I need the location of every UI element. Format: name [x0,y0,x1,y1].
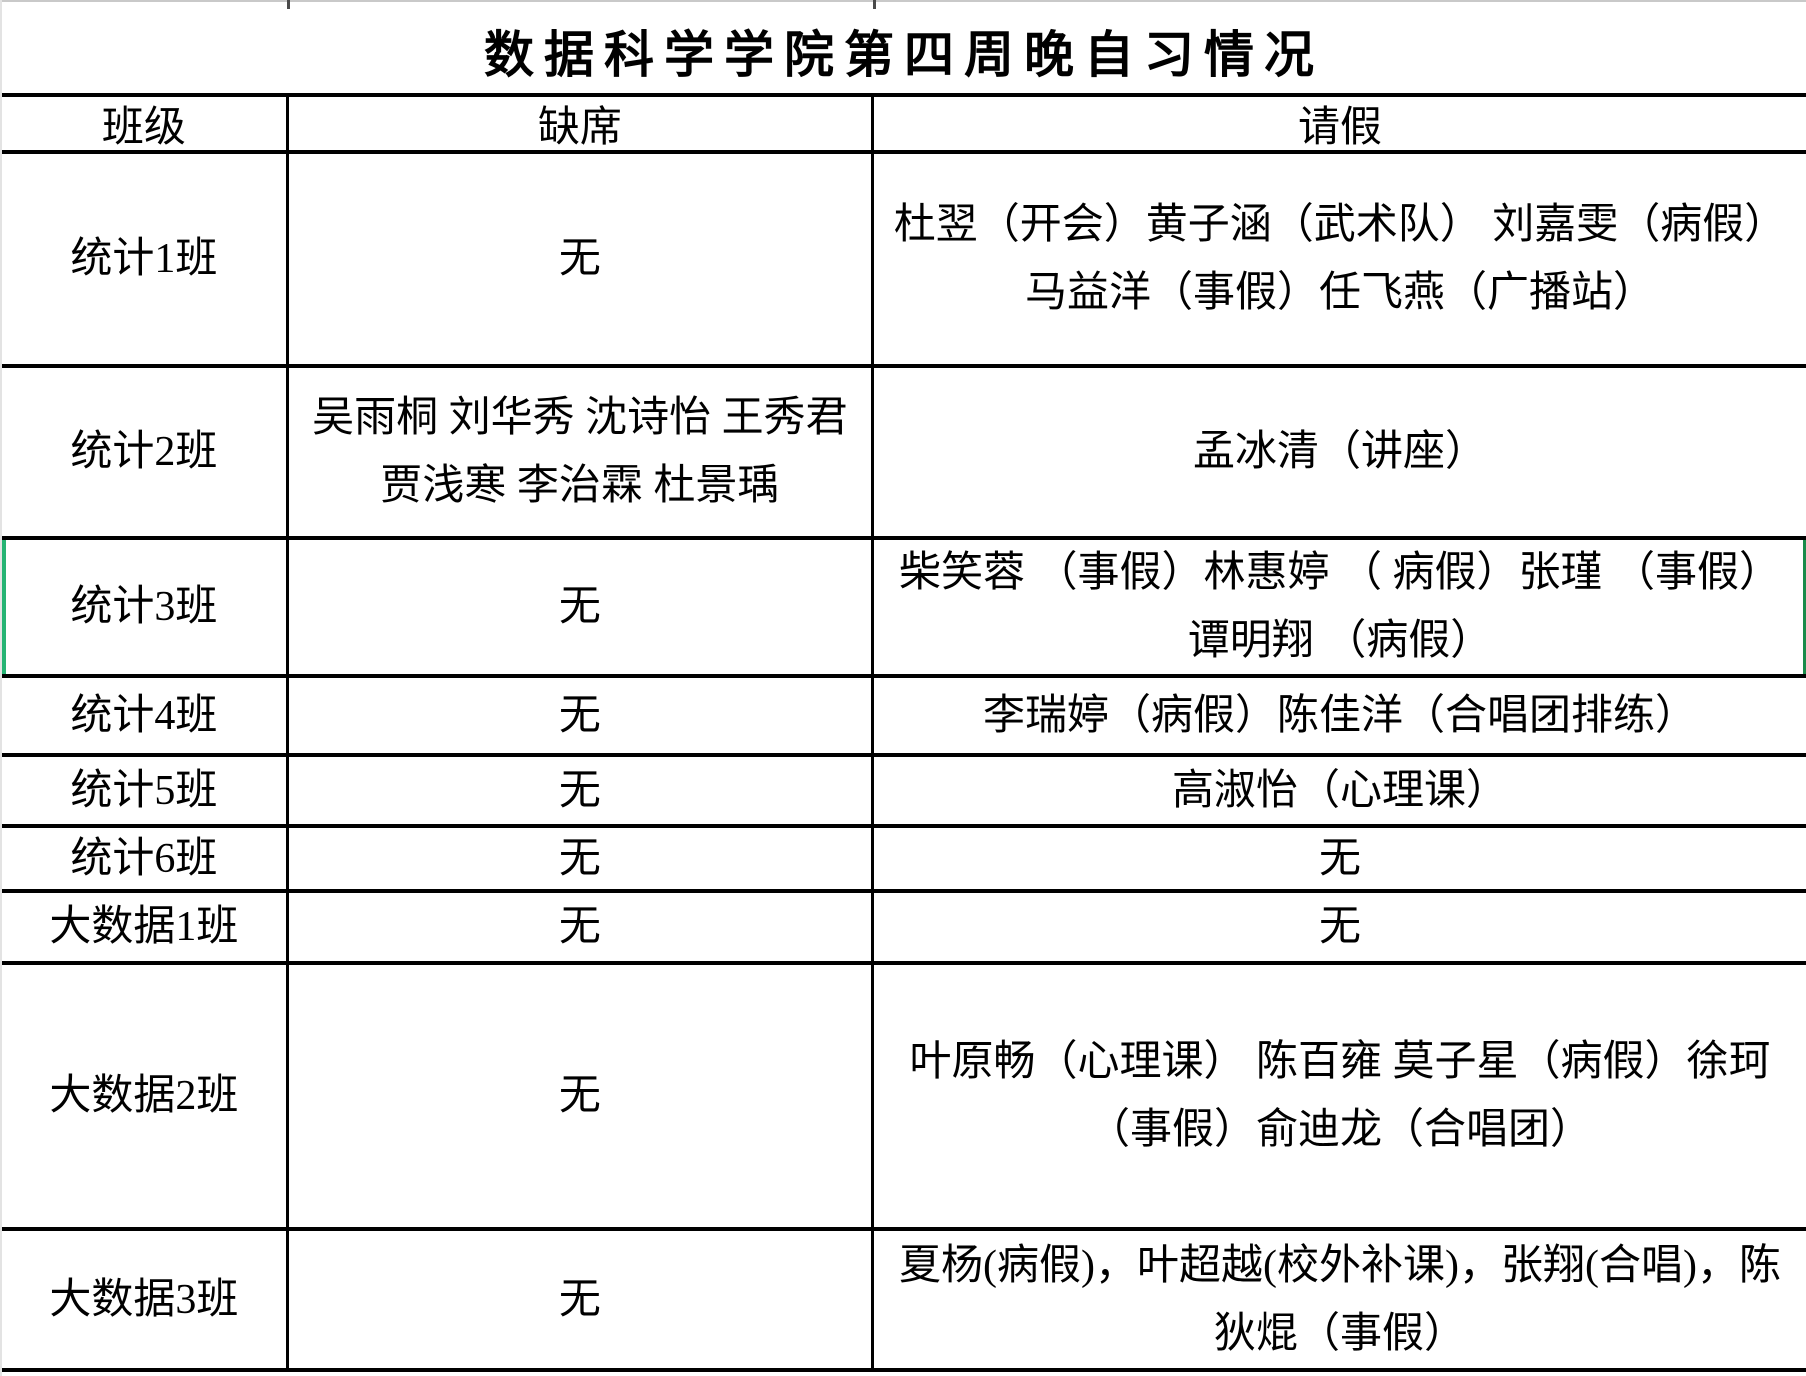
table-row: 统计6班无无 [2,828,1806,893]
header-leave[interactable]: 请假 [1298,105,1383,151]
table-row: 统计1班无杜翌（开会）黄子涵（武术队） 刘嘉雯（病假） 马益洋（事假）任飞燕（广… [2,154,1806,368]
table-row: 统计5班无 高淑怡（心理课） [2,757,1806,828]
cell-absent[interactable]: 无 [289,828,875,889]
cell-absent[interactable]: 无 [289,678,875,753]
cell-absent[interactable]: 无 [289,893,875,961]
cell-class[interactable]: 统计3班 [2,540,289,674]
cell-leave[interactable]: 杜翌（开会）黄子涵（武术队） 刘嘉雯（病假） 马益洋（事假）任飞燕（广播站） [893,202,1787,316]
gridline-tick [873,0,876,9]
cell-class[interactable]: 大数据2班 [2,965,289,1227]
table-row: 大数据1班无无 [2,893,1806,965]
cell-leave[interactable]: 叶原畅（心理课） 陈百雍 莫子星（病假）徐珂（事假）俞迪龙（合唱团） [909,1039,1771,1153]
cell-leave[interactable]: 夏杨(病假)，叶超越(校外补课)，张翔(合唱)，陈狄焜（事假） [899,1242,1781,1357]
cell-class[interactable]: 统计5班 [2,757,289,824]
cell-absent[interactable]: 无 [289,965,875,1227]
cell-leave[interactable]: 李瑞婷（病假）陈佳洋（合唱团排练） [983,692,1698,739]
cell-absent[interactable]: 无 [289,154,875,364]
gridline-tick [287,0,290,9]
cell-class[interactable]: 大数据3班 [2,1231,289,1368]
table-header-row: 班级 缺席 请假 [2,97,1806,154]
table-row: 统计3班无柴笑蓉 （事假）林惠婷 （ 病假）张瑾 （事假）谭明翔 （病假） [2,540,1806,678]
header-absent[interactable]: 缺席 [289,97,875,151]
cell-absent[interactable]: 吴雨桐 刘华秀 沈诗怡 王秀君 贾浅寒 李治霖 杜景瑀 [289,368,875,536]
cell-class[interactable]: 统计4班 [2,678,289,753]
clipped-row-above [2,0,1806,9]
table-body: 统计1班无杜翌（开会）黄子涵（武术队） 刘嘉雯（病假） 马益洋（事假）任飞燕（广… [2,154,1806,1372]
cell-class[interactable]: 统计1班 [2,154,289,364]
cell-leave[interactable]: 柴笑蓉 （事假）林惠婷 （ 病假）张瑾 （事假）谭明翔 （病假） [899,550,1782,664]
selection-indicator-left [2,540,6,674]
table-row: 大数据3班无夏杨(病假)，叶超越(校外补课)，张翔(合唱)，陈狄焜（事假） [2,1231,1806,1372]
cell-absent[interactable]: 无 [289,540,875,674]
table-row: 统计2班 吴雨桐 刘华秀 沈诗怡 王秀君 贾浅寒 李治霖 杜景瑀 孟冰清（讲座） [2,368,1806,540]
cell-class[interactable]: 统计2班 [2,368,289,536]
cell-class[interactable]: 大数据1班 [2,893,289,961]
selection-indicator-right [1803,540,1806,674]
cell-leave[interactable]: 无 [1319,904,1362,950]
header-class[interactable]: 班级 [2,97,289,151]
cell-leave[interactable]: 高淑怡（心理课） [1172,767,1509,814]
cell-absent[interactable]: 无 [289,1231,875,1368]
cell-leave[interactable]: 无 [1319,835,1362,882]
cell-leave[interactable]: 孟冰清（讲座） [1193,429,1488,475]
table-title-row: 数据科学学院第四周晚自习情况 [2,9,1806,97]
table-row: 统计4班无 李瑞婷（病假）陈佳洋（合唱团排练） [2,678,1806,757]
cell-absent[interactable]: 无 [289,757,875,824]
cell-class[interactable]: 统计6班 [2,828,289,889]
table-title: 数据科学学院第四周晚自习情况 [484,27,1324,83]
table-row: 大数据2班无叶原畅（心理课） 陈百雍 莫子星（病假）徐珂（事假）俞迪龙（合唱团） [2,965,1806,1231]
